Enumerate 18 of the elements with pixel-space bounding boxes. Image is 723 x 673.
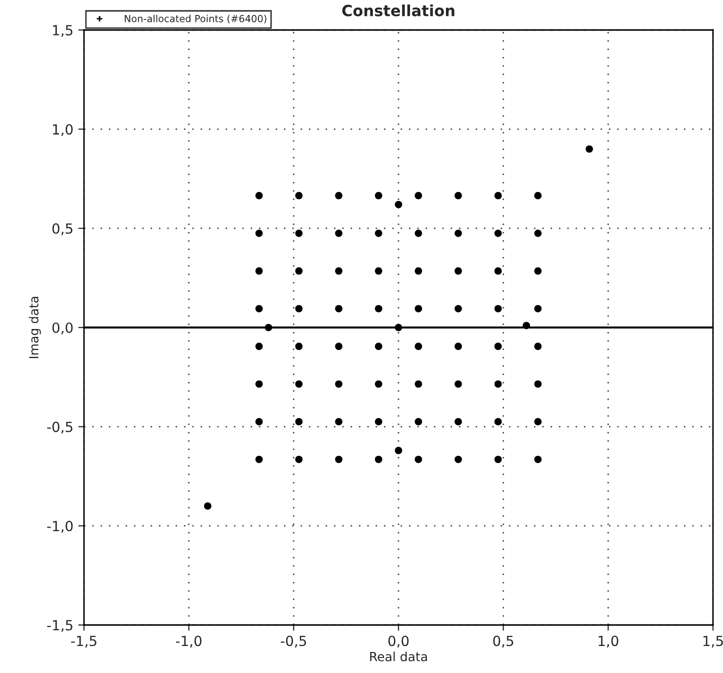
x-axis-title: Real data: [370, 652, 427, 662]
x-tick-label: 0,0: [388, 636, 409, 648]
y-axis-title: Imag data: [28, 296, 41, 358]
x-tick-label: 1,5: [703, 636, 723, 648]
x-tick-label: 0,5: [493, 636, 514, 648]
y-tick-label: 1,5: [53, 25, 72, 37]
legend-label: Non-allocated Points (#6400): [124, 14, 266, 24]
x-tick-label: 1,0: [598, 636, 618, 648]
y-tick-label: -1,5: [47, 620, 72, 632]
x-tick-label: -1,5: [71, 636, 96, 648]
x-tick-label: -0,5: [280, 636, 306, 648]
y-tick-label: 0,0: [52, 322, 73, 334]
y-tick-label: -0,5: [47, 422, 72, 434]
y-tick-label: -1,0: [47, 520, 73, 533]
y-tick-label: 1,0: [53, 124, 73, 136]
x-tick-label: -1,0: [176, 636, 202, 648]
y-tick-label: 0,5: [52, 223, 72, 236]
chart-title: Constellation: [342, 4, 454, 16]
